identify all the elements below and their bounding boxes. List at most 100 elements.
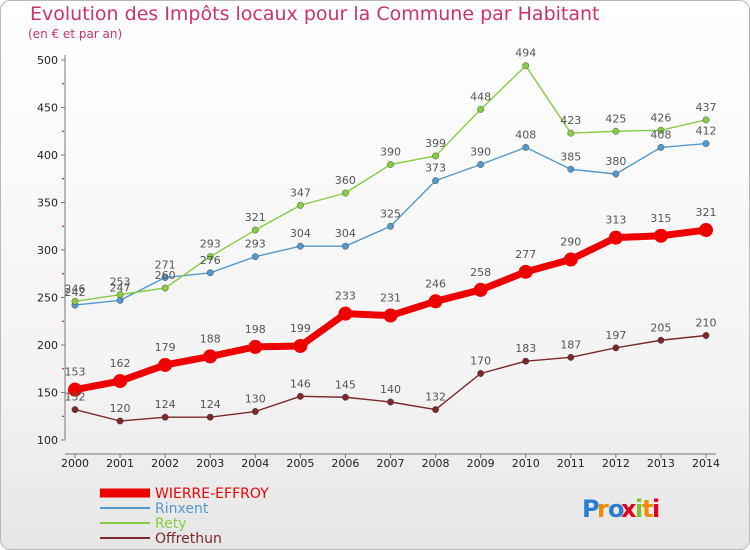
data-point: [612, 127, 620, 135]
data-label: 325: [380, 207, 401, 220]
data-point: [387, 222, 394, 230]
data-label: 360: [335, 174, 356, 187]
data-label: 187: [560, 338, 581, 351]
data-label: 258: [470, 266, 491, 279]
x-tick-label: 2000: [61, 457, 89, 470]
x-tick-label: 2001: [106, 457, 134, 470]
data-label: 132: [65, 391, 86, 404]
data-point: [387, 398, 394, 406]
x-tick-label: 2004: [241, 457, 269, 470]
data-point: [296, 392, 304, 400]
data-point: [699, 223, 713, 238]
data-label: 247: [110, 281, 131, 294]
x-tick-label: 2009: [467, 457, 495, 470]
data-point: [477, 106, 485, 113]
data-point: [338, 306, 353, 321]
data-point: [293, 338, 308, 353]
data-label: 271: [155, 259, 176, 272]
legend-label: WIERRE-EFFROY: [155, 486, 269, 502]
data-point: [71, 297, 79, 305]
chart-series: [68, 62, 713, 425]
data-label: 408: [515, 128, 536, 141]
data-label: 277: [515, 248, 536, 261]
data-label: 290: [560, 236, 581, 249]
data-point: [702, 332, 710, 339]
data-label: 183: [515, 342, 536, 355]
data-point: [113, 374, 128, 389]
data-label: 276: [200, 254, 221, 267]
data-label: 242: [65, 286, 86, 299]
x-tick-label: 2006: [331, 457, 359, 470]
logo-letter: o: [608, 495, 625, 523]
data-label: 399: [425, 137, 446, 150]
data-point: [432, 152, 439, 160]
data-point: [206, 253, 214, 261]
data-label: 385: [560, 150, 581, 163]
data-point: [68, 382, 82, 397]
data-point: [473, 282, 488, 297]
logo-letter: i: [652, 495, 660, 523]
data-label: 426: [650, 111, 671, 124]
data-label: 120: [110, 402, 131, 415]
x-tick-label: 2003: [196, 457, 224, 470]
y-tick-label: 250: [37, 292, 58, 305]
x-tick-label: 2012: [602, 457, 630, 470]
data-point: [342, 393, 349, 401]
data-point: [657, 143, 665, 151]
data-point: [657, 126, 665, 134]
data-label: 162: [110, 357, 131, 370]
data-point: [477, 161, 485, 168]
data-label: 199: [290, 322, 311, 335]
chart-axes: 100 150 200 250 300 350 400 450 500 2000 2001 2002 2…: [37, 54, 720, 470]
data-label: 425: [605, 112, 626, 125]
chart-subtitle: (en € et par an): [28, 27, 123, 41]
data-label: 233: [335, 290, 356, 303]
y-tick-label: 200: [37, 339, 58, 352]
x-tick-label: 2011: [557, 457, 585, 470]
y-tick-label: 500: [37, 54, 58, 67]
data-label: 231: [380, 292, 401, 305]
data-label: 313: [605, 214, 626, 227]
data-point: [657, 336, 665, 344]
data-label: 448: [470, 90, 491, 103]
data-point: [702, 116, 710, 124]
data-label: 408: [650, 128, 671, 141]
data-label: 260: [155, 269, 176, 282]
data-point: [567, 165, 575, 173]
data-point: [522, 143, 530, 151]
data-label: 124: [155, 398, 176, 411]
data-label: 246: [425, 277, 446, 290]
data-label: 132: [425, 391, 446, 404]
data-label: 304: [335, 227, 356, 240]
x-tick-label: 2007: [377, 457, 405, 470]
data-label: 146: [290, 377, 311, 390]
data-label: 153: [65, 366, 86, 379]
data-label: 130: [245, 393, 266, 406]
data-point: [206, 269, 214, 277]
data-label: 390: [380, 146, 401, 159]
data-point: [702, 140, 710, 148]
y-tick-label: 150: [37, 387, 58, 400]
data-point: [203, 349, 218, 364]
data-label: 170: [470, 355, 491, 368]
data-label: 315: [650, 212, 671, 225]
data-label: 293: [200, 238, 221, 251]
data-label: 321: [696, 206, 717, 219]
data-label: 423: [560, 114, 581, 127]
data-point: [296, 242, 304, 250]
legend-label: Rety: [155, 516, 187, 532]
data-point: [563, 252, 578, 267]
data-label: 412: [696, 125, 717, 138]
x-tick-label: 2014: [692, 457, 720, 470]
data-point: [522, 357, 530, 365]
data-label: 205: [650, 321, 671, 334]
chart-title: Evolution des Impôts locaux pour la Comm…: [30, 3, 600, 25]
data-point: [612, 344, 620, 352]
data-point: [71, 406, 79, 413]
chart-data-labels: 132 120 124 124 130 146 145 140 132 170 183 187 197 2…: [65, 47, 717, 415]
data-label: 179: [155, 341, 176, 354]
data-label: 437: [696, 101, 717, 114]
